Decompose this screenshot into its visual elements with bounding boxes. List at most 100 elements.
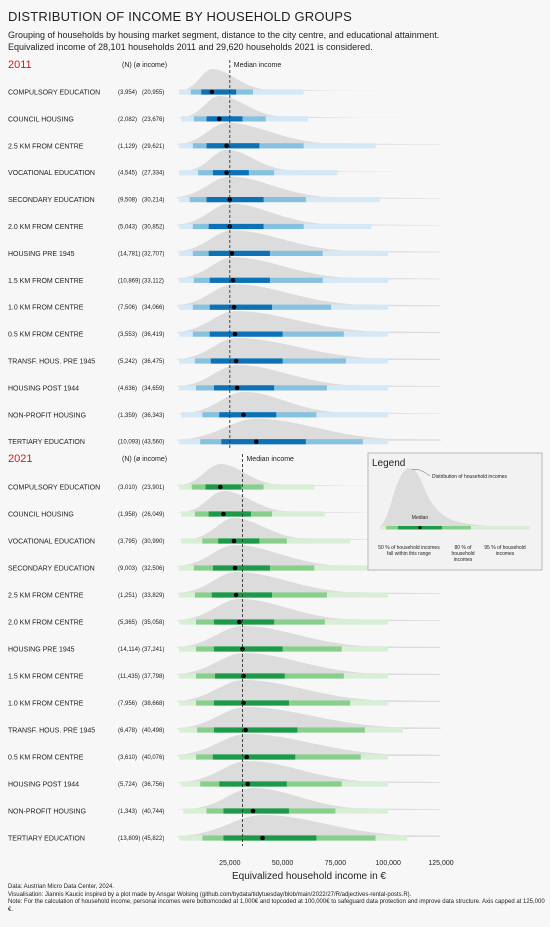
density-shape <box>177 391 441 414</box>
row-n: (1,958) <box>118 512 137 518</box>
interval-50 <box>213 727 298 733</box>
row-label: 1.5 KM FROM CENTRE <box>8 278 84 285</box>
x-tick-label: 125,000 <box>428 860 453 867</box>
data-row: COMPULSORY EDUCATION (3,010) (23,901) <box>8 464 441 492</box>
interval-50 <box>221 439 306 445</box>
row-n: (10,869) <box>118 278 140 284</box>
row-label: TRANSF. HOUS. PRE 1945 <box>8 728 95 735</box>
interval-50 <box>209 331 283 337</box>
density-shape <box>177 284 441 307</box>
row-label: 1.0 KM FROM CENTRE <box>8 305 84 312</box>
density-shape <box>177 653 441 675</box>
data-row: 2.0 KM FROM CENTRE (5,043) (30,852) <box>8 203 441 231</box>
data-row: 1.0 KM FROM CENTRE (7,506) (34,066) <box>8 284 441 312</box>
row-label: VOCATIONAL EDUCATION <box>8 170 95 177</box>
row-n: (3,010) <box>118 485 137 491</box>
interval-50 <box>213 385 275 391</box>
density-shape <box>177 761 441 783</box>
row-mean-income: (36,475) <box>142 359 164 365</box>
legend-50-label: 50 % of household incomes fall within th… <box>378 545 439 557</box>
row-mean-income: (23,901) <box>142 485 164 491</box>
density-shape <box>177 680 441 702</box>
density-shape <box>177 491 441 513</box>
median-point <box>209 89 215 95</box>
data-row: COUNCIL HOUSING (1,958) (26,049) <box>8 491 441 519</box>
panel-year-label: 2021 <box>8 453 32 465</box>
interval-50 <box>211 592 273 598</box>
legend-pointer <box>411 469 431 477</box>
x-tick-label: 50,000 <box>272 860 294 867</box>
density-shape <box>177 518 441 540</box>
row-mean-income: (40,076) <box>142 755 164 761</box>
row-n: (9,508) <box>118 198 137 204</box>
row-mean-income: (43,560) <box>142 440 164 446</box>
median-point <box>224 170 229 175</box>
row-label: COMPULSORY EDUCATION <box>8 90 100 97</box>
density-shape <box>177 464 441 486</box>
row-label: COUNCIL HOUSING <box>8 116 74 123</box>
row-n: (5,242) <box>118 359 137 365</box>
row-label: NON-PROFIT HOUSING <box>8 412 86 419</box>
panel-year-label: 2011 <box>8 59 32 71</box>
legend-median-point <box>418 526 422 530</box>
median-point <box>227 197 233 202</box>
density-shape <box>177 69 441 91</box>
density-shape <box>177 364 441 387</box>
interval-50 <box>215 673 285 679</box>
row-n: (1,359) <box>118 413 137 419</box>
data-row: HOUSING POST 1944 (4,636) (34,659) <box>8 364 441 392</box>
data-row: 2.5 KM FROM CENTRE (1,251) (33,829) <box>8 572 441 600</box>
column-header: (N) (ø income) <box>122 456 167 463</box>
interval-50 <box>213 619 275 625</box>
row-label: 0.5 KM FROM CENTRE <box>8 755 84 762</box>
row-mean-income: (36,343) <box>142 413 164 419</box>
median-point <box>232 331 238 337</box>
row-mean-income: (32,707) <box>142 251 164 257</box>
row-mean-income: (23,676) <box>142 117 164 123</box>
legend-density-label: Distribution of household incomes <box>432 474 508 480</box>
row-mean-income: (34,659) <box>142 386 164 392</box>
row-mean-income: (30,990) <box>142 539 164 545</box>
row-n: (7,506) <box>118 305 137 311</box>
median-point <box>231 538 237 544</box>
row-label: COUNCIL HOUSING <box>8 512 74 519</box>
median-point <box>250 808 256 814</box>
data-row: 1.5 KM FROM CENTRE (10,869) (33,112) <box>8 257 441 285</box>
footer-source: Data: Austrian Micro Data Center, 2024. <box>8 884 115 890</box>
row-n: (11,435) <box>118 674 140 680</box>
legend-80-label: 80 % of household incomes <box>451 545 474 563</box>
row-label: NON-PROFIT HOUSING <box>8 809 86 816</box>
density-shape <box>177 418 441 441</box>
row-label: TERTIARY EDUCATION <box>8 439 85 446</box>
median-point <box>234 385 240 391</box>
median-point <box>216 116 222 122</box>
interval-50 <box>212 754 296 760</box>
median-point <box>229 251 235 256</box>
interval-50 <box>219 781 287 787</box>
row-n: (5,724) <box>118 782 137 788</box>
median-point <box>230 278 236 283</box>
row-mean-income: (20,955) <box>142 90 164 96</box>
interval-50 <box>206 197 264 203</box>
data-row: 0.5 KM FROM CENTRE (3,553) (36,419) <box>8 311 441 339</box>
median-point <box>217 484 223 490</box>
interval-50 <box>210 358 283 364</box>
data-row: TERTIARY EDUCATION (13,809) (45,822) <box>8 815 441 843</box>
subtitle-line-2: Equivalized income of 28,101 households … <box>8 42 373 52</box>
data-row: 2.0 KM FROM CENTRE (5,365) (35,058) <box>8 599 441 627</box>
interval-50 <box>208 250 270 256</box>
data-row: TERTIARY EDUCATION (10,093) (43,560) <box>8 418 441 446</box>
row-mean-income: (38,668) <box>142 701 164 707</box>
row-label: SECONDARY EDUCATION <box>8 566 95 573</box>
x-axis-title: Equivalized household income in € <box>232 871 386 882</box>
density-shape <box>177 203 441 226</box>
row-n: (1,343) <box>118 809 137 815</box>
density-shape <box>177 96 441 118</box>
median-line-label: Median income <box>234 62 282 69</box>
data-row: HOUSING PRE 1945 (14,114) (37,241) <box>8 626 441 654</box>
median-point <box>232 565 238 571</box>
row-n: (7,956) <box>118 701 137 707</box>
interval-50 <box>208 223 264 230</box>
row-label: HOUSING PRE 1945 <box>8 251 75 258</box>
data-row: TRANSF. HOUS. PRE 1945 (5,242) (36,475) <box>8 338 441 366</box>
